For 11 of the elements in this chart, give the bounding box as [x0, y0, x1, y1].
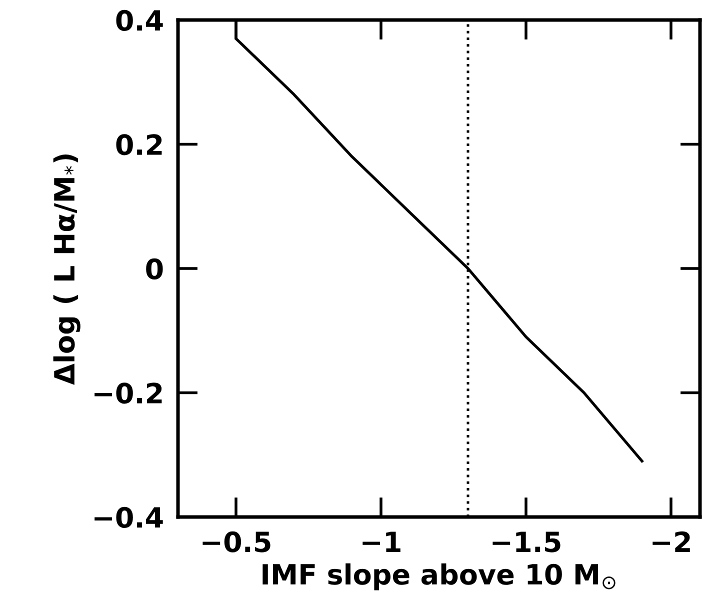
y-tick-label: 0.2 — [116, 134, 162, 156]
x-tick-label: −1 — [362, 532, 400, 552]
x-tick-label: −2 — [652, 531, 690, 552]
x-tick-label: −0.5 — [202, 531, 270, 552]
y-axis-title: Δlog ( L Hα/M$_{*}$) — [53, 154, 80, 385]
y-tick-label: 0.4 — [116, 10, 163, 31]
x-axis-title: IMF slope above 10 M$_{⊙}$ — [262, 563, 616, 590]
y-tick-label: 0 — [146, 258, 163, 280]
y-tick-label: −0.2 — [94, 382, 162, 404]
y-tick-label: −0.4 — [94, 506, 163, 528]
x-tick-label: −1.5 — [492, 532, 560, 552]
